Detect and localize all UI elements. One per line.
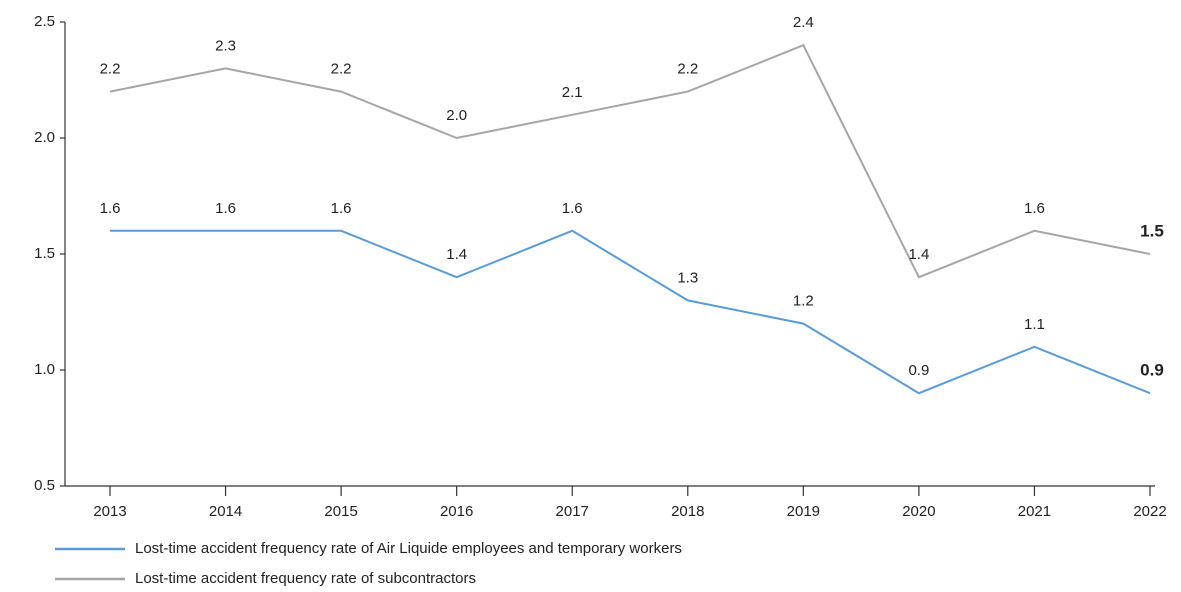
series-line	[110, 229, 1151, 395]
x-tick-label: 2021	[1018, 503, 1051, 520]
data-label: 1.5	[1140, 221, 1164, 240]
data-label: 0.9	[1140, 361, 1164, 380]
data-label: 2.1	[562, 84, 583, 101]
data-label: 1.2	[793, 293, 814, 310]
y-tick-label: 1.5	[34, 245, 55, 262]
data-label: 1.4	[446, 246, 467, 263]
x-tick-label: 2022	[1133, 503, 1166, 520]
data-label: 2.3	[215, 37, 236, 54]
x-tick-label: 2020	[902, 503, 935, 520]
data-label: 2.2	[331, 61, 352, 78]
data-label: 2.0	[446, 107, 467, 124]
series-line	[109, 43, 1151, 279]
data-label: 2.2	[100, 61, 121, 78]
x-tick-label: 2018	[671, 503, 704, 520]
legend-label: Lost-time accident frequency rate of sub…	[135, 570, 476, 587]
x-tick-label: 2019	[787, 503, 820, 520]
x-tick-label: 2013	[93, 503, 126, 520]
y-tick-label: 0.5	[34, 477, 55, 494]
legend-label: Lost-time accident frequency rate of Air…	[135, 540, 682, 557]
y-tick-label: 1.0	[34, 361, 55, 378]
data-label: 1.6	[562, 200, 583, 217]
data-label: 1.6	[100, 200, 121, 217]
data-label: 2.2	[677, 61, 698, 78]
x-tick-label: 2017	[556, 503, 589, 520]
data-label: 1.3	[677, 269, 698, 286]
y-tick-label: 2.0	[34, 129, 55, 146]
x-tick-label: 2016	[440, 503, 473, 520]
data-label: 1.6	[1024, 200, 1045, 217]
data-label: 1.6	[215, 200, 236, 217]
x-tick-label: 2015	[324, 503, 357, 520]
data-label: 1.6	[331, 200, 352, 217]
x-tick-label: 2014	[209, 503, 242, 520]
data-label: 0.9	[908, 362, 929, 379]
y-tick-label: 2.5	[34, 13, 55, 30]
data-label: 2.4	[793, 14, 814, 31]
data-label: 1.1	[1024, 316, 1045, 333]
data-label: 1.4	[908, 246, 929, 263]
